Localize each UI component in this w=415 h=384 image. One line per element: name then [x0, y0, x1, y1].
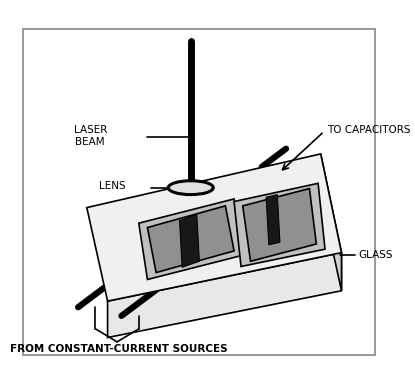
Text: FROM CONSTANT-CURRENT SOURCES: FROM CONSTANT-CURRENT SOURCES [10, 344, 228, 354]
Text: GLASS: GLASS [358, 250, 393, 260]
Ellipse shape [168, 181, 213, 195]
Polygon shape [147, 206, 234, 273]
Text: TO CAPACITORS: TO CAPACITORS [327, 125, 410, 135]
Polygon shape [266, 195, 280, 245]
Polygon shape [180, 215, 200, 267]
Polygon shape [87, 154, 342, 301]
FancyBboxPatch shape [23, 29, 375, 355]
Polygon shape [321, 154, 342, 291]
Text: LENS: LENS [100, 181, 126, 191]
Polygon shape [107, 253, 342, 338]
Polygon shape [243, 189, 316, 261]
Polygon shape [234, 183, 325, 266]
Polygon shape [139, 199, 243, 280]
Text: LASER
BEAM: LASER BEAM [73, 125, 107, 147]
